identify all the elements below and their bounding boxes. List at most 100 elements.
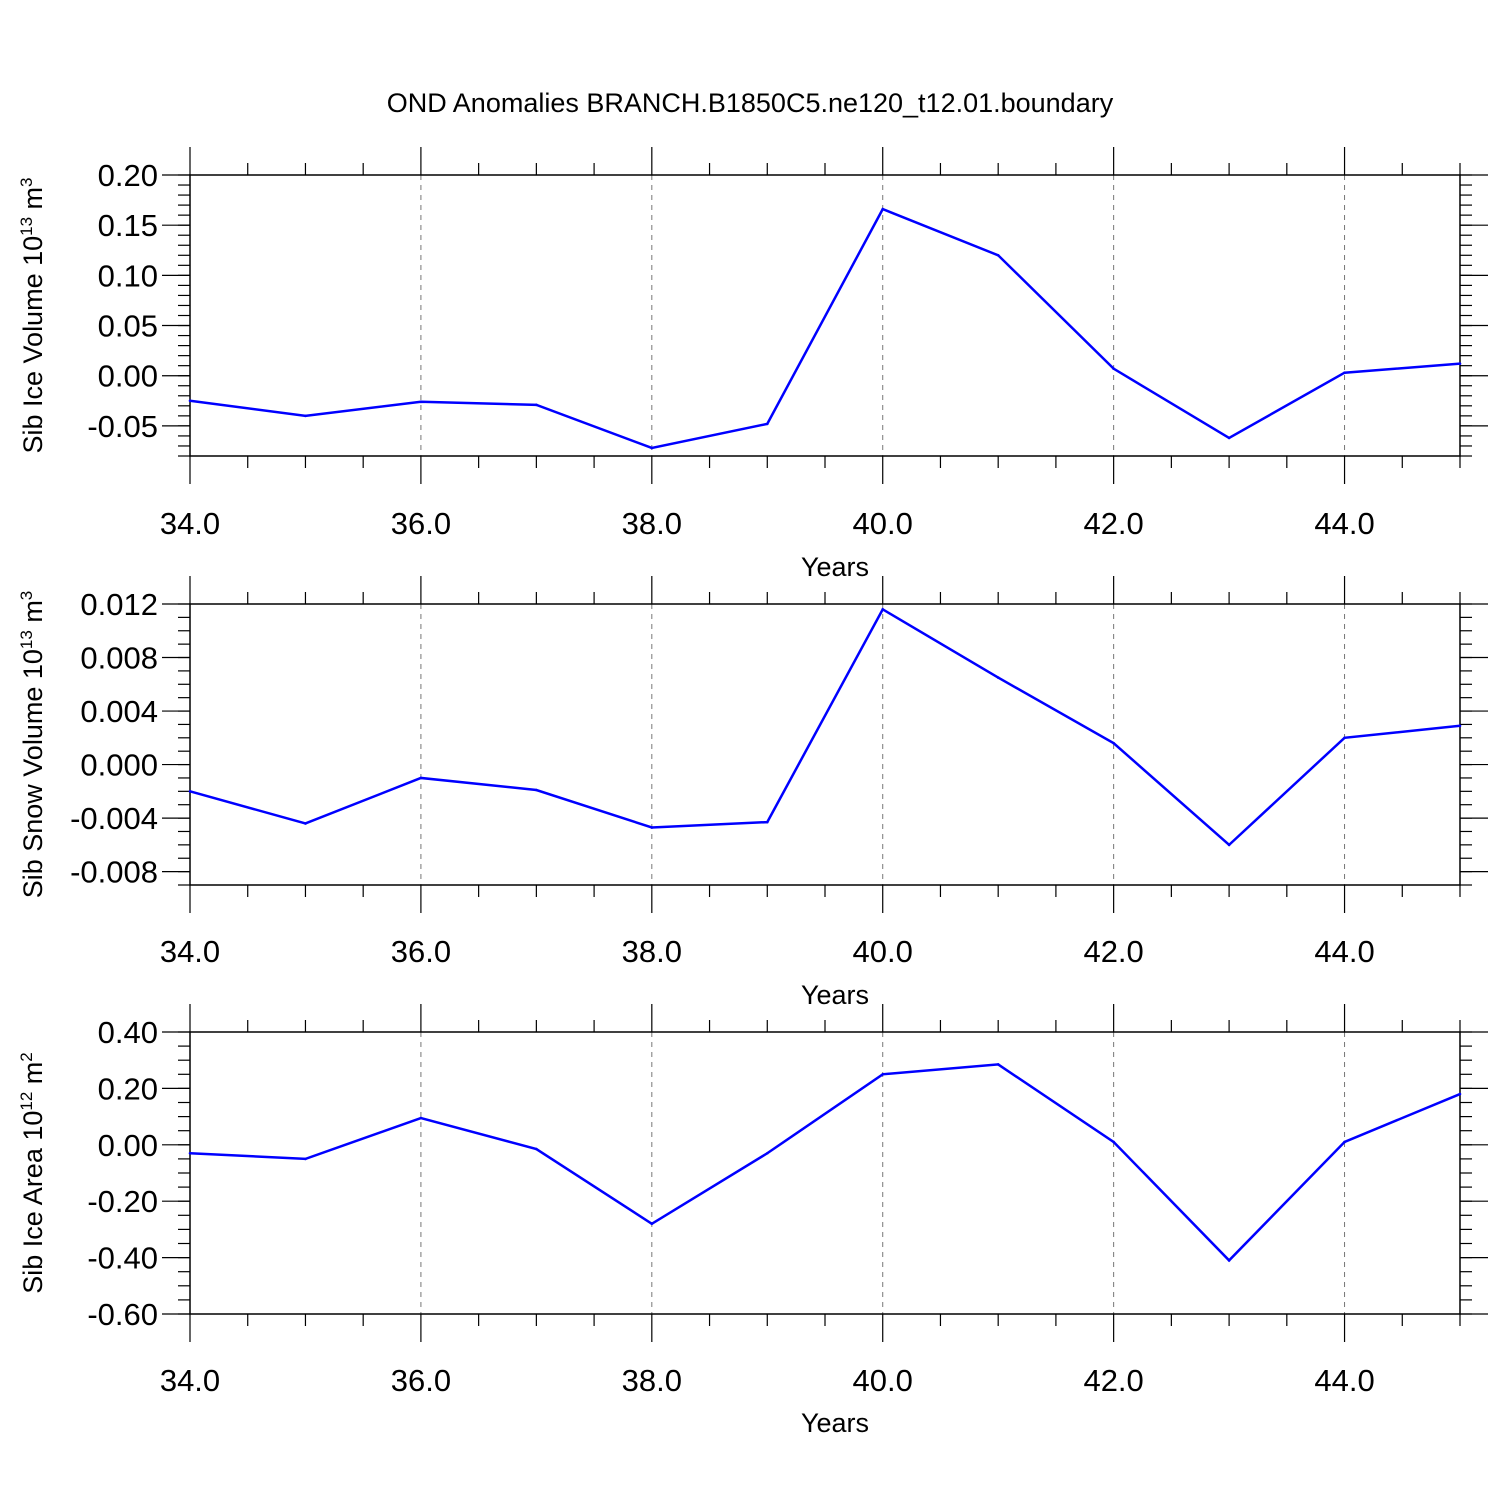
data-point <box>304 414 307 418</box>
y-axis-label: Sib Ice Area 1012 m2 <box>17 1052 48 1294</box>
data-point <box>188 399 192 403</box>
data-point <box>188 1151 192 1155</box>
y-axis-label-exponent: 13 <box>17 217 36 236</box>
data-point <box>419 400 423 404</box>
x-tick-label: 40.0 <box>853 506 913 541</box>
y-axis-label-exponent: 12 <box>17 1092 36 1111</box>
data-point <box>765 422 769 426</box>
data-point <box>1112 741 1115 745</box>
data-point <box>1112 367 1115 370</box>
x-axis-label: Years <box>801 1408 869 1438</box>
y-axis-label-exponent: 13 <box>17 630 36 649</box>
x-tick-label: 36.0 <box>391 506 451 541</box>
chart-panel-1: -0.05 0.00 0.05 0.10 0.15 0.20 34.0 36.0 38.0 40.… <box>17 147 1488 582</box>
y-axis-label: Sib Ice Volume 1013 m3 <box>17 177 48 453</box>
data-point <box>1227 843 1231 847</box>
y-axis-label-part: m <box>18 600 48 630</box>
y-axis-label-part: m <box>18 187 48 217</box>
x-tick-label: 38.0 <box>622 1363 682 1398</box>
x-tick-label: 34.0 <box>160 1363 220 1398</box>
data-point <box>1458 362 1462 365</box>
data-point <box>535 788 538 792</box>
y-axis-label: Sib Snow Volume 1013 m3 <box>17 591 48 899</box>
y-tick-label: 0.012 <box>80 587 158 622</box>
chart-title: OND Anomalies BRANCH.B1850C5.ne120_t12.0… <box>387 88 1114 118</box>
y-tick-label: -0.40 <box>87 1241 158 1276</box>
data-point <box>881 207 885 211</box>
chart-panel-3: -0.60 -0.40 -0.20 0.00 0.20 0.40 34.0 36.0 38.0 4… <box>17 1004 1488 1438</box>
data-point <box>1227 436 1231 440</box>
y-axis-label-part: Sib Ice Area 10 <box>18 1111 48 1294</box>
y-tick-label: -0.05 <box>87 409 158 444</box>
y-tick-label: -0.004 <box>70 801 158 836</box>
plot-frame <box>189 1031 1461 1315</box>
y-axis-label-exponent: 2 <box>17 1052 36 1061</box>
data-point <box>881 1073 885 1076</box>
y-tick-label: -0.20 <box>87 1184 158 1219</box>
x-tick-label: 42.0 <box>1083 934 1143 969</box>
x-axis-label: Years <box>801 980 869 1010</box>
y-tick-label: 0.00 <box>98 1128 158 1163</box>
data-point <box>1458 1092 1462 1096</box>
y-tick-label: 0.20 <box>98 158 158 193</box>
y-axis-label-part: Sib Ice Volume 10 <box>18 236 48 454</box>
y-axis-label-exponent: 3 <box>17 591 36 600</box>
y-tick-label: 0.004 <box>80 694 158 729</box>
x-tick-label: 44.0 <box>1314 1363 1374 1398</box>
y-tick-label: 0.008 <box>80 641 158 676</box>
y-tick-label: 0.40 <box>98 1015 158 1050</box>
chart-panel-2: -0.008 -0.004 0.000 0.004 0.008 0.012 34.0 36.0… <box>17 576 1488 1010</box>
x-tick-label: 38.0 <box>622 934 682 969</box>
y-axis-label-exponent: 3 <box>17 177 36 186</box>
data-point <box>304 1157 307 1161</box>
y-tick-label: 0.05 <box>98 309 158 344</box>
data-point <box>535 1147 538 1151</box>
data-point <box>1458 724 1462 728</box>
data-point <box>996 1063 1000 1066</box>
x-tick-label: 44.0 <box>1314 934 1374 969</box>
series-line <box>189 1063 1461 1263</box>
series-line <box>189 207 1461 450</box>
data-point <box>1343 371 1346 375</box>
data-point <box>1343 736 1346 740</box>
data-point <box>765 1151 769 1155</box>
data-point <box>1227 1259 1231 1262</box>
data-point <box>188 790 192 793</box>
data-point <box>765 820 769 824</box>
data-point <box>650 1222 654 1226</box>
y-axis-label-part: m <box>18 1062 48 1092</box>
series-line <box>189 607 1461 847</box>
y-axis-label-part: Sib Snow Volume 10 <box>18 649 48 898</box>
data-point <box>650 826 654 829</box>
data-point <box>996 676 1000 679</box>
y-tick-label: 0.00 <box>98 359 158 394</box>
data-point <box>1112 1140 1115 1144</box>
data-point <box>1343 1140 1346 1144</box>
y-tick-label: 0.000 <box>80 748 158 783</box>
data-point <box>650 446 654 450</box>
x-tick-label: 40.0 <box>853 1363 913 1398</box>
x-tick-label: 34.0 <box>160 506 220 541</box>
y-tick-label: 0.15 <box>98 208 158 243</box>
data-point <box>419 1116 423 1120</box>
y-tick-label: 0.10 <box>98 258 158 293</box>
y-tick-label: -0.60 <box>87 1297 158 1332</box>
x-tick-label: 36.0 <box>391 934 451 969</box>
y-tick-label: -0.008 <box>70 855 158 890</box>
data-point <box>881 608 885 611</box>
x-tick-label: 40.0 <box>853 934 913 969</box>
plot-frame <box>189 603 1461 886</box>
x-tick-label: 42.0 <box>1083 506 1143 541</box>
data-point <box>996 253 1000 257</box>
x-tick-label: 42.0 <box>1083 1363 1143 1398</box>
x-tick-label: 36.0 <box>391 1363 451 1398</box>
x-tick-label: 34.0 <box>160 934 220 969</box>
data-point <box>535 403 538 407</box>
x-tick-label: 44.0 <box>1314 506 1374 541</box>
data-point <box>304 822 307 825</box>
x-tick-label: 38.0 <box>622 506 682 541</box>
y-tick-label: 0.20 <box>98 1071 158 1106</box>
x-axis-label: Years <box>801 552 869 582</box>
data-point <box>419 776 423 780</box>
